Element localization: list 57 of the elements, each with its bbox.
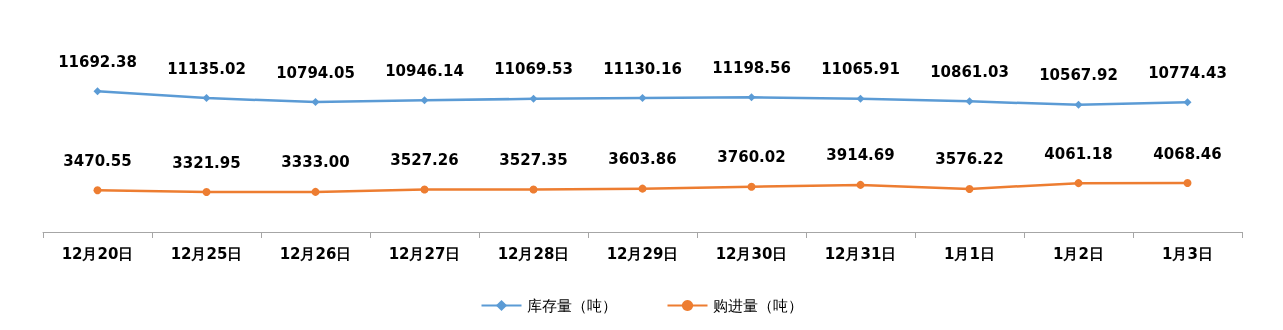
point	[202, 94, 211, 103]
data-label: 3321.95	[172, 153, 241, 172]
x-tick-label: 12月29日	[606, 244, 679, 263]
data-label: 10774.43	[1148, 63, 1227, 82]
data-label: 10567.92	[1039, 66, 1118, 85]
data-label: 11069.53	[494, 60, 573, 79]
point	[202, 188, 211, 197]
data-label: 11130.16	[603, 59, 682, 78]
data-label: 3333.00	[281, 153, 350, 172]
point	[856, 180, 865, 189]
x-tick-label: 1月3日	[1162, 244, 1213, 263]
point	[529, 94, 538, 103]
data-label: 4068.46	[1153, 144, 1222, 163]
legend-label: 购进量（吨）	[712, 296, 803, 315]
data-label: 10861.03	[930, 62, 1009, 81]
x-tick-label: 1月1日	[944, 244, 995, 263]
legend-label: 库存量（吨）	[526, 296, 617, 315]
point	[965, 184, 974, 193]
data-label: 11065.91	[821, 60, 900, 79]
x-tick-label: 12月27日	[388, 244, 461, 263]
data-label: 10794.05	[276, 63, 355, 82]
data-label: 3760.02	[717, 148, 786, 167]
point	[311, 98, 320, 107]
point	[638, 184, 647, 193]
x-tick-label: 1月2日	[1053, 244, 1104, 263]
x-tick-label: 12月25日	[170, 244, 243, 263]
point	[638, 94, 647, 103]
point	[420, 185, 429, 194]
x-tick-label: 12月31日	[824, 244, 897, 263]
x-tick-label: 12月30日	[715, 244, 788, 263]
x-tick-label: 12月20日	[61, 244, 134, 263]
point	[529, 185, 538, 194]
point	[1183, 179, 1192, 188]
point	[420, 96, 429, 105]
x-tick-label: 12月26日	[279, 244, 352, 263]
data-label: 3576.22	[935, 150, 1004, 169]
point	[311, 187, 320, 196]
data-label: 11692.38	[58, 52, 137, 71]
data-label: 3527.26	[390, 151, 459, 170]
point	[965, 97, 974, 106]
point	[747, 93, 756, 102]
data-label: 11135.02	[167, 59, 246, 78]
data-label: 3470.55	[63, 151, 132, 170]
data-label: 3527.35	[499, 151, 568, 170]
point	[747, 182, 756, 191]
point	[1074, 179, 1083, 188]
data-label: 10946.14	[385, 61, 464, 80]
point	[93, 186, 102, 195]
x-tick-label: 12月28日	[497, 244, 570, 263]
data-label: 4061.18	[1044, 144, 1113, 163]
point	[1183, 98, 1192, 107]
point	[93, 87, 102, 96]
point	[856, 94, 865, 103]
point	[1074, 100, 1083, 109]
data-label: 3914.69	[826, 146, 895, 165]
data-label: 3603.86	[608, 150, 677, 169]
data-label: 11198.56	[712, 58, 791, 77]
